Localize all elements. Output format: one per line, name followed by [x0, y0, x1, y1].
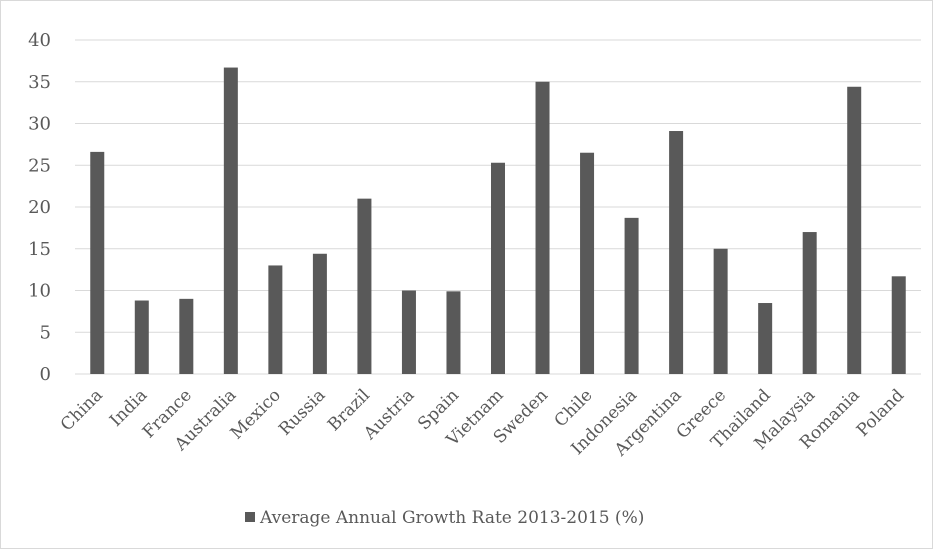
legend-label: Average Annual Growth Rate 2013-2015 (%) [259, 508, 644, 528]
y-tick-label: 30 [28, 114, 51, 135]
bar-chile [580, 152, 595, 374]
y-tick-label: 5 [40, 322, 51, 343]
bar-poland [891, 276, 906, 374]
y-tick-label: 15 [28, 239, 51, 260]
bar-romania [847, 86, 862, 374]
bar-greece [713, 248, 728, 374]
y-tick-label: 10 [28, 281, 51, 302]
bars [90, 67, 906, 375]
x-category-label: Poland [853, 385, 909, 441]
x-category-label: Mexico [227, 385, 285, 443]
bar-sweden [535, 81, 550, 374]
bar-spain [446, 291, 461, 374]
bar-australia [223, 67, 238, 375]
y-tick-label: 35 [28, 72, 51, 93]
bar-mexico [268, 265, 283, 374]
bar-austria [401, 290, 416, 374]
bar-russia [312, 253, 327, 374]
y-axis-tick-labels: 0 5 10 15 20 25 30 35 40 [28, 30, 51, 385]
x-axis-category-labels: China IndiaFranceAustraliaMexicoRussiaBra… [57, 385, 908, 460]
y-tick-label: 25 [28, 155, 51, 176]
bar-thailand [758, 303, 773, 374]
bar-indonesia [624, 217, 639, 374]
bar-india [134, 300, 149, 374]
y-tick-label: 40 [28, 30, 51, 51]
legend: Average Annual Growth Rate 2013-2015 (%) [245, 508, 644, 528]
y-tick-label: 20 [28, 197, 51, 218]
legend-swatch [245, 512, 255, 522]
bar-vietnam [491, 162, 505, 374]
bar-brazil [357, 198, 372, 374]
bar-china [90, 151, 105, 374]
bar-argentina [669, 131, 684, 374]
bar-malaysia [802, 232, 817, 374]
y-tick-label: 0 [40, 364, 51, 385]
x-category-label: Russia [275, 385, 329, 439]
x-category-label: China [57, 385, 107, 435]
bar-france [179, 298, 194, 374]
